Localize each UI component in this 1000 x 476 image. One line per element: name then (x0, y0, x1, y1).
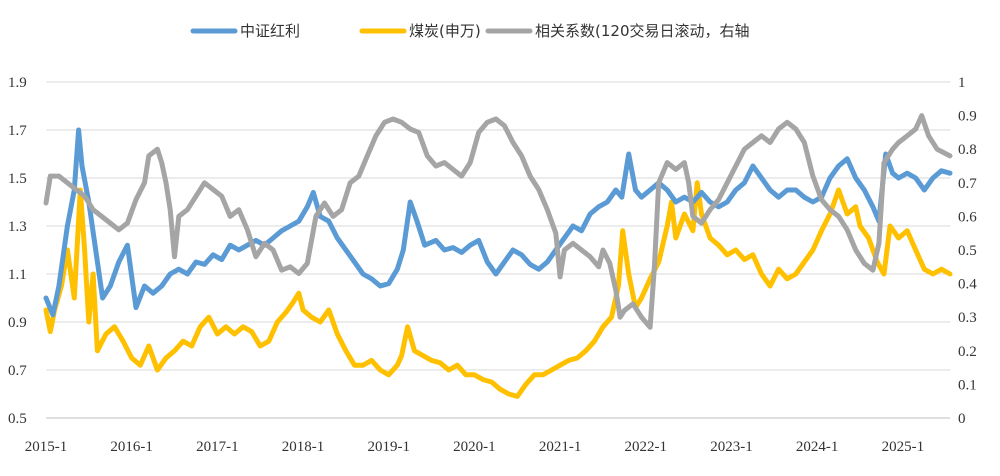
right-tick-label: 0.9 (958, 109, 977, 125)
x-tick-label: 2015-1 (25, 439, 68, 455)
right-tick-label: 0.3 (958, 310, 977, 326)
right-tick-label: 0.7 (958, 176, 977, 192)
right-tick-label: 0.1 (958, 377, 977, 393)
left-tick-label: 1.3 (8, 219, 27, 235)
series-group (43, 113, 953, 399)
left-tick-label: 0.5 (8, 411, 27, 427)
right-tick-label: 0.2 (958, 344, 977, 360)
x-tick-label: 2021-1 (539, 439, 582, 455)
series-line-1 (43, 180, 953, 399)
left-tick-label: 0.9 (8, 315, 27, 331)
x-tick-label: 2016-1 (110, 439, 153, 455)
right-tick-label: 0.5 (958, 243, 977, 259)
x-tick-label: 2017-1 (196, 439, 239, 455)
legend-label-1: 煤炭(申万) (409, 22, 481, 40)
left-tick-label: 0.7 (8, 363, 27, 379)
x-tick-label: 2022-1 (625, 439, 668, 455)
legend-label-2: 相关系数(120交易日滚动，右轴 (535, 22, 749, 40)
x-axis: 2015-1 2016-1 2017-1 2018-1 2019-1 2020-1 2021… (25, 439, 924, 455)
right-tick-label: 0.4 (958, 277, 977, 293)
right-tick-label: 0 (958, 411, 966, 427)
left-tick-label: 1.9 (8, 75, 27, 91)
left-tick-label: 1.7 (8, 123, 27, 139)
x-tick-label: 2018-1 (282, 439, 325, 455)
x-tick-label: 2020-1 (453, 439, 496, 455)
x-tick-label: 2025-1 (882, 439, 925, 455)
x-tick-label: 2024-1 (796, 439, 839, 455)
left-tick-label: 1.5 (8, 171, 27, 187)
series-line-0 (43, 127, 953, 318)
right-axis: 0 0.1 0.2 0.3 0.4 0.5 0.6 0.7 0.8 0.9 1 (958, 75, 977, 427)
legend: 中证红利 煤炭(申万) 相关系数(120交易日滚动，右轴 (190, 22, 749, 40)
right-tick-label: 0.8 (958, 142, 977, 158)
right-tick-label: 0.6 (958, 209, 977, 225)
x-tick-label: 2023-1 (710, 439, 753, 455)
left-tick-label: 1.1 (8, 267, 27, 283)
series-line-2 (43, 113, 953, 330)
right-tick-label: 1 (958, 75, 966, 91)
left-axis: 0.5 0.7 0.9 1.1 1.3 1.5 1.7 1.9 (8, 75, 27, 427)
legend-label-0: 中证红利 (240, 22, 300, 40)
x-tick-label: 2019-1 (367, 439, 410, 455)
